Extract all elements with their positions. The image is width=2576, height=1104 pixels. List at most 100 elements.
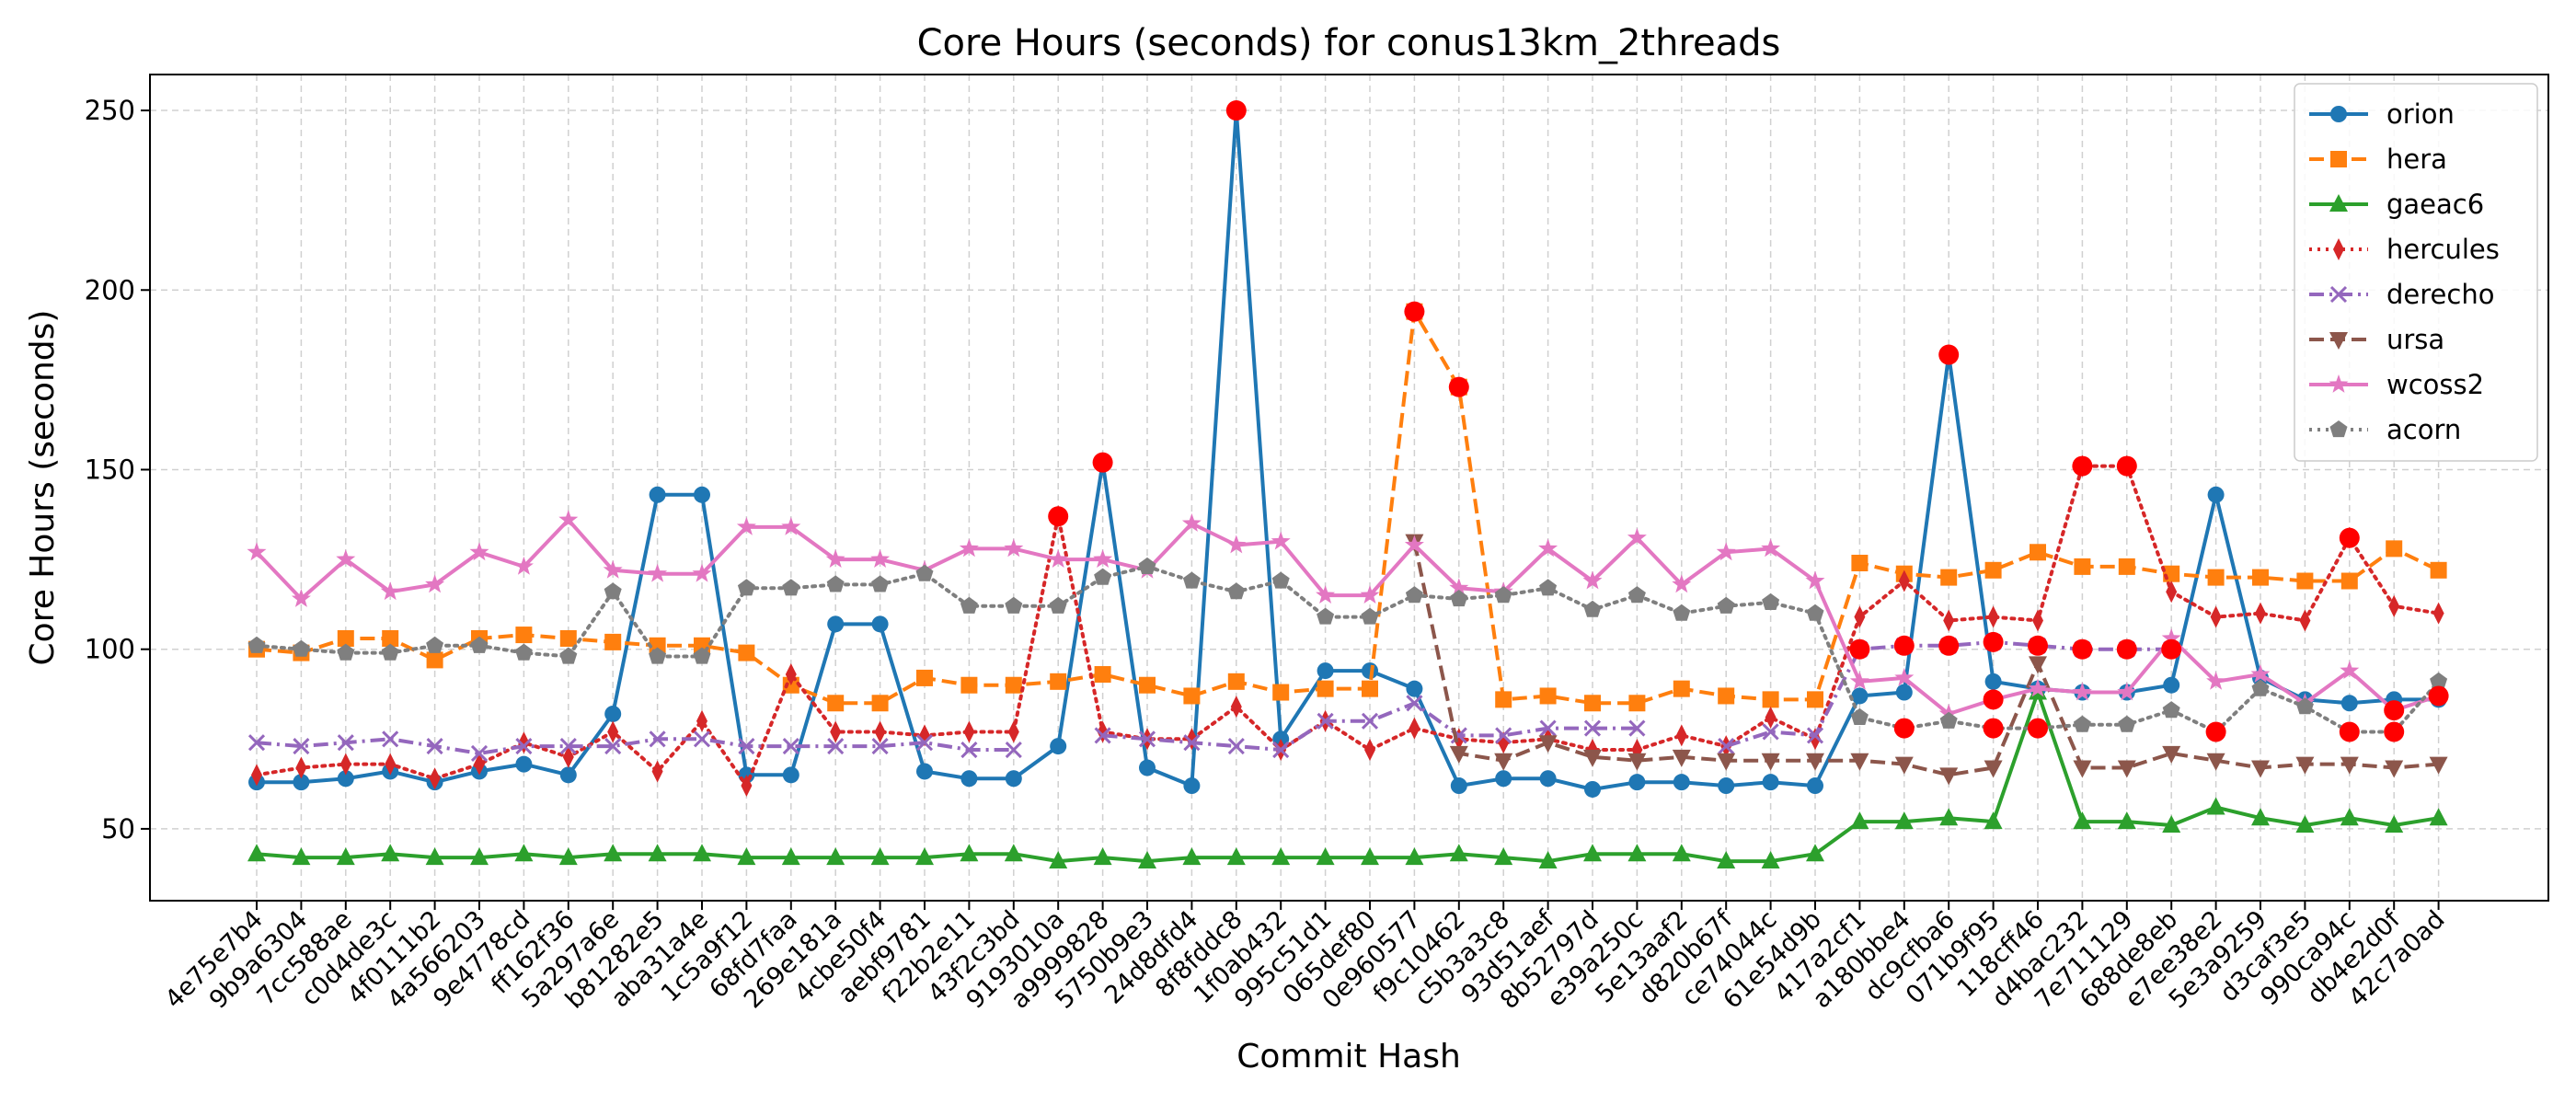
data-point-wcoss2 bbox=[825, 549, 845, 568]
data-point-gaeac6 bbox=[1049, 851, 1068, 869]
data-point-derecho bbox=[1495, 727, 1512, 744]
x-axis-ticks: 4e75e7b49b9a63047cc588aec0d4de3c4f0111b2… bbox=[160, 901, 2451, 1015]
data-point-acorn bbox=[1094, 568, 1112, 585]
data-point-hera bbox=[1362, 680, 1378, 697]
data-point-acorn bbox=[1227, 582, 1246, 600]
data-point-wcoss2 bbox=[1716, 542, 1736, 561]
legend-swatch-marker bbox=[2329, 194, 2348, 212]
highlight-point bbox=[1938, 344, 1960, 365]
data-point-hera bbox=[337, 629, 354, 647]
data-point-orion bbox=[1851, 687, 1869, 705]
data-point-gaeac6 bbox=[915, 847, 934, 866]
data-point-hera bbox=[2430, 561, 2447, 579]
data-point-orion bbox=[916, 763, 933, 780]
data-point-derecho bbox=[1539, 719, 1557, 737]
data-point-orion bbox=[515, 755, 533, 773]
data-point-wcoss2 bbox=[1004, 538, 1024, 558]
data-point-acorn bbox=[1762, 592, 1780, 610]
data-point-orion bbox=[1495, 770, 1512, 788]
y-tick-label: 100 bbox=[85, 634, 135, 665]
data-point-orion bbox=[2207, 486, 2225, 503]
data-point-hercules bbox=[651, 760, 663, 783]
data-point-acorn bbox=[1717, 596, 1735, 614]
data-point-gaeac6 bbox=[1316, 847, 1335, 866]
data-point-ursa bbox=[1583, 749, 1602, 767]
data-point-acorn bbox=[337, 643, 355, 661]
highlight-point bbox=[2116, 455, 2137, 477]
data-point-acorn bbox=[2162, 701, 2180, 719]
data-point-hercules bbox=[2388, 594, 2400, 617]
highlight-point bbox=[2205, 721, 2226, 742]
data-point-ursa bbox=[1761, 753, 1780, 771]
data-point-hera bbox=[916, 669, 933, 686]
data-point-orion bbox=[1317, 662, 1334, 680]
highlight-point bbox=[1048, 506, 1069, 527]
data-point-gaeac6 bbox=[2117, 811, 2136, 830]
data-point-gaeac6 bbox=[781, 847, 800, 866]
data-point-hera bbox=[871, 695, 889, 712]
series-line-ursa bbox=[1412, 541, 2439, 777]
data-point-orion bbox=[1050, 738, 1067, 755]
data-point-hera bbox=[2118, 558, 2135, 575]
data-point-acorn bbox=[292, 639, 310, 657]
series-line-gaeac6 bbox=[256, 690, 2439, 864]
highlight-point bbox=[2428, 685, 2449, 707]
data-point-gaeac6 bbox=[2385, 815, 2404, 834]
legend-swatch-marker bbox=[2330, 106, 2347, 122]
data-point-hercules bbox=[1765, 706, 1777, 729]
data-point-hercules bbox=[251, 764, 262, 787]
data-point-ursa bbox=[2385, 760, 2404, 778]
data-point-acorn bbox=[1317, 607, 1335, 625]
data-point-gaeac6 bbox=[1494, 847, 1513, 866]
data-point-orion bbox=[694, 486, 710, 503]
data-point-gaeac6 bbox=[1361, 847, 1379, 866]
data-point-hera bbox=[1940, 569, 1958, 586]
legend-item-gaeac6: gaeac6 bbox=[2309, 189, 2484, 220]
data-point-acorn bbox=[604, 582, 622, 600]
legend-label: acorn bbox=[2386, 414, 2461, 445]
y-tick-label: 50 bbox=[101, 813, 135, 845]
data-point-hera bbox=[1495, 691, 1512, 708]
data-point-hera bbox=[515, 627, 533, 644]
highlight-point bbox=[1938, 635, 1960, 656]
data-point-derecho bbox=[1762, 723, 1779, 741]
legend-label: hercules bbox=[2386, 234, 2500, 265]
data-point-hera bbox=[1050, 673, 1067, 690]
data-point-hercules bbox=[474, 753, 485, 776]
data-point-orion bbox=[293, 774, 310, 791]
data-point-hera bbox=[1673, 680, 1690, 697]
data-point-hercules bbox=[2432, 602, 2444, 625]
data-point-derecho bbox=[1628, 719, 1646, 737]
data-point-wcoss2 bbox=[291, 589, 311, 607]
data-point-gaeac6 bbox=[1806, 844, 1824, 862]
data-point-gaeac6 bbox=[470, 847, 489, 866]
legend-label: gaeac6 bbox=[2386, 189, 2484, 220]
data-point-ursa bbox=[1538, 735, 1558, 753]
data-point-acorn bbox=[1450, 590, 1468, 607]
data-point-orion bbox=[1718, 777, 1735, 795]
data-point-derecho bbox=[1005, 741, 1022, 759]
data-point-gaeac6 bbox=[425, 847, 444, 866]
data-point-acorn bbox=[1182, 571, 1201, 589]
data-point-acorn bbox=[381, 643, 399, 661]
data-point-ursa bbox=[2295, 756, 2315, 775]
data-point-hera bbox=[2386, 540, 2403, 558]
data-point-wcoss2 bbox=[1048, 549, 1068, 568]
data-point-gaeac6 bbox=[2162, 815, 2181, 834]
data-point-acorn bbox=[1850, 707, 1869, 725]
highlight-point bbox=[1092, 452, 1113, 473]
data-point-hera bbox=[1762, 691, 1779, 708]
legend-item-hera: hera bbox=[2309, 144, 2447, 175]
data-point-hera bbox=[2207, 569, 2225, 586]
data-point-gaeac6 bbox=[1093, 847, 1112, 866]
highlight-point bbox=[2384, 700, 2405, 721]
data-point-acorn bbox=[1539, 579, 1558, 596]
data-point-wcoss2 bbox=[1181, 513, 1202, 532]
data-point-hercules bbox=[1230, 696, 1242, 719]
highlight-point bbox=[1983, 689, 2004, 710]
data-point-hera bbox=[1807, 691, 1823, 708]
data-point-hercules bbox=[2299, 609, 2311, 632]
data-point-hera bbox=[1718, 687, 1735, 705]
data-point-gaeac6 bbox=[1271, 847, 1291, 866]
data-point-acorn bbox=[782, 579, 800, 596]
